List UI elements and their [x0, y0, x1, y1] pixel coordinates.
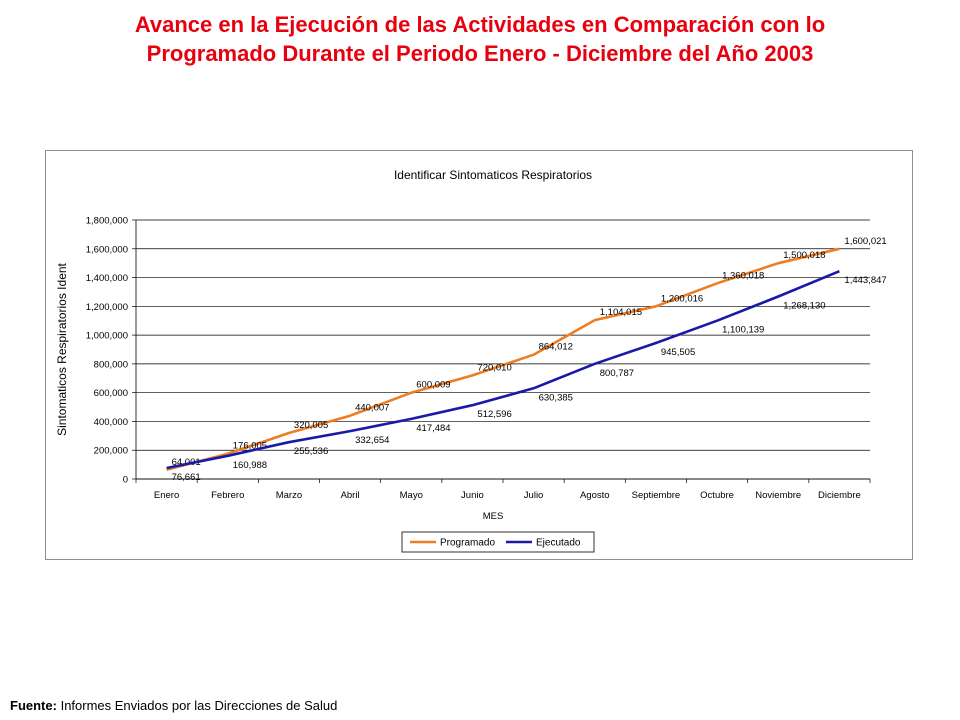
x-tick-label: Junio	[461, 490, 484, 501]
data-label-programado: 64,001	[172, 457, 201, 468]
y-tick-label: 1,600,000	[86, 244, 128, 255]
data-label-ejecutado: 630,385	[539, 392, 573, 403]
y-tick-label: 1,400,000	[86, 273, 128, 284]
x-tick-label: Octubre	[700, 490, 734, 501]
data-label-ejecutado: 1,100,139	[722, 325, 764, 336]
legend-label-programado: Programado	[440, 538, 495, 549]
data-label-programado: 600,009	[416, 380, 450, 391]
slide-title: Avance en la Ejecución de las Actividade…	[20, 10, 940, 68]
y-tick-label: 200,000	[94, 446, 128, 457]
y-tick-label: 400,000	[94, 417, 128, 428]
data-label-programado: 320,005	[294, 420, 328, 431]
data-label-ejecutado: 800,787	[600, 368, 634, 379]
data-label-ejecutado: 76,661	[172, 472, 201, 483]
x-tick-label: Marzo	[276, 490, 302, 501]
y-axis-label: Sintomaticos Respiratorios Ident	[55, 262, 69, 435]
y-tick-label: 1,000,000	[86, 331, 128, 342]
x-tick-label: Julio	[524, 490, 544, 501]
data-label-programado: 864,012	[539, 342, 573, 353]
data-label-programado: 440,007	[355, 403, 389, 414]
data-label-programado: 1,104,015	[600, 307, 642, 318]
slide-title-line1: Avance en la Ejecución de las Actividade…	[134, 12, 826, 37]
data-label-programado: 1,500,018	[783, 250, 825, 261]
y-tick-label: 600,000	[94, 388, 128, 399]
data-label-programado: 176,005	[233, 441, 267, 452]
data-label-ejecutado: 1,443,847	[844, 275, 886, 286]
data-label-programado: 1,600,021	[844, 236, 886, 247]
chart-title: Identificar Sintomaticos Respiratorios	[394, 168, 592, 182]
x-axis-label: MES	[483, 511, 504, 522]
data-label-programado: 1,360,018	[722, 270, 764, 281]
y-tick-label: 1,200,000	[86, 302, 128, 313]
series-line-ejecutado	[166, 269, 840, 470]
data-label-ejecutado: 332,654	[355, 435, 389, 446]
data-label-ejecutado: 512,596	[477, 409, 511, 420]
line-chart: Identificar Sintomaticos Respiratorios 0 2…	[55, 168, 887, 553]
series-line-programado	[166, 247, 840, 472]
x-tick-label: Agosto	[580, 490, 610, 501]
x-tick-label: Abril	[341, 490, 360, 501]
data-label-ejecutado: 417,484	[416, 423, 450, 434]
y-tick-label: 1,800,000	[86, 216, 128, 227]
legend-label-ejecutado: Ejecutado	[536, 538, 581, 549]
x-tick-label: Noviembre	[755, 490, 801, 501]
y-tick-label: 0	[123, 475, 128, 486]
data-label-ejecutado: 160,988	[233, 460, 267, 471]
data-label-ejecutado: 1,268,130	[783, 301, 825, 312]
footer-label: Fuente:	[10, 698, 57, 713]
data-label-programado: 1,200,016	[661, 293, 703, 304]
x-tick-label: Diciembre	[818, 490, 861, 501]
chart-frame: Identificar Sintomaticos Respiratorios 0 2…	[45, 150, 913, 560]
footer-text: Informes Enviados por las Direcciones de…	[60, 698, 338, 713]
x-tick-label: Septiembre	[632, 490, 681, 501]
y-tick-label: 800,000	[94, 359, 128, 370]
x-tick-label: Enero	[154, 490, 179, 501]
slide-title-line2: Programado Durante el Periodo Enero - Di…	[146, 41, 814, 66]
x-tick-label: Mayo	[400, 490, 423, 501]
footer: Fuente: Informes Enviados por las Direcc…	[10, 698, 337, 713]
x-tick-label: Febrero	[211, 490, 244, 501]
data-label-programado: 720,010	[477, 362, 511, 373]
data-label-ejecutado: 945,505	[661, 347, 695, 358]
data-label-ejecutado: 255,536	[294, 446, 328, 457]
legend-box	[401, 531, 595, 553]
